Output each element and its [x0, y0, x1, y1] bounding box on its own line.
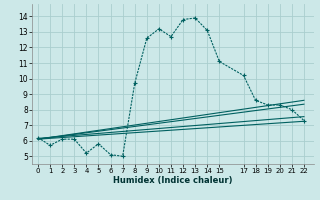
X-axis label: Humidex (Indice chaleur): Humidex (Indice chaleur): [113, 176, 233, 185]
